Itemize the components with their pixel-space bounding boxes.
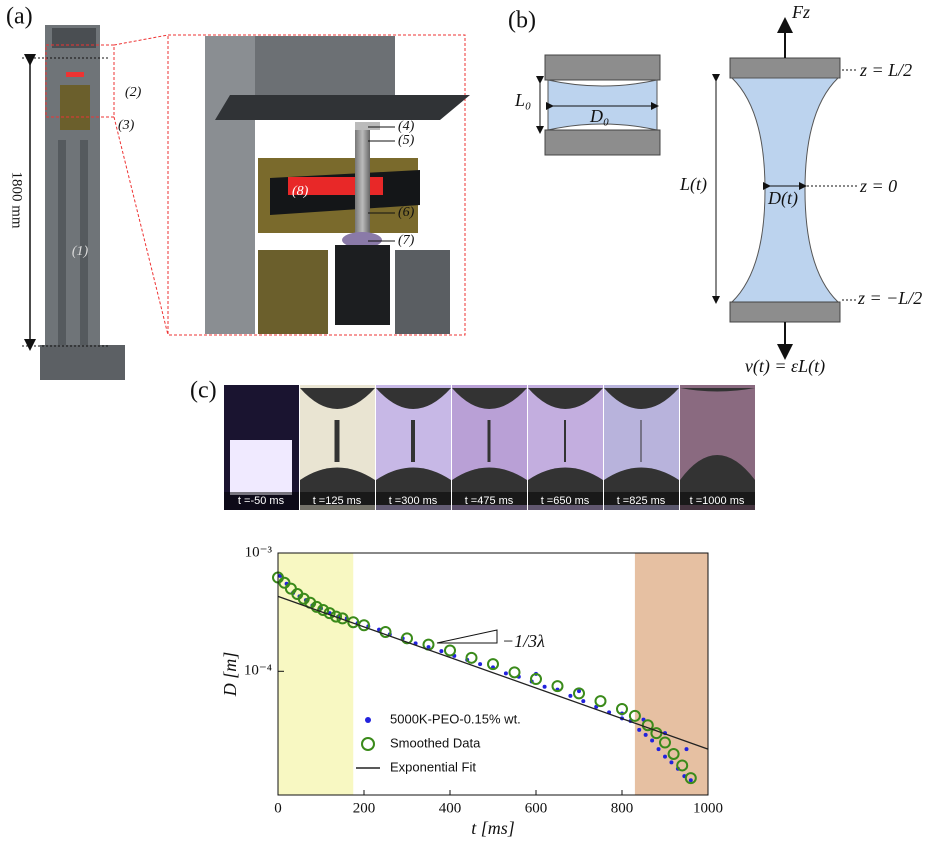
smoothed-point (467, 653, 477, 663)
data-point (657, 747, 661, 751)
data-point (669, 760, 673, 764)
x-tick-label: 1000 (693, 800, 723, 816)
laser (66, 72, 84, 77)
frame-caption: t =1000 ms (690, 495, 745, 507)
data-point (644, 733, 648, 737)
x-tick-label: 0 (274, 800, 282, 816)
velocity-label: v(t) = ε̇L(t) (745, 356, 825, 377)
frame-caption: t =475 ms (465, 495, 514, 507)
smoothed-point (596, 696, 606, 706)
data-point (650, 738, 654, 742)
part-label: (4) (398, 119, 415, 134)
data-point (568, 694, 572, 698)
panel-a: (a) 1800 mm (1) (2) (3) (6, 4, 470, 381)
smoothed-point (445, 645, 455, 655)
slope-triangle (437, 630, 497, 643)
plate (730, 302, 840, 322)
z-label: z = −L/2 (857, 288, 922, 308)
data-point (577, 689, 581, 693)
dim-label: L₀ (514, 90, 531, 110)
part-label: (7) (398, 233, 415, 248)
part-label: (3) (118, 118, 135, 133)
data-point (504, 671, 508, 675)
legend-swatch (362, 738, 374, 750)
part-label: (6) (398, 205, 415, 220)
z-label: z = 0 (859, 176, 897, 196)
frame-glow (230, 440, 292, 495)
data-point (439, 649, 443, 653)
data-point (637, 728, 641, 732)
data-point (543, 685, 547, 689)
data-point (685, 747, 689, 751)
legend-label: Smoothed Data (390, 735, 481, 750)
y-tick-label: 10⁻³ (245, 544, 273, 560)
y-axis-label: D [m] (220, 652, 240, 698)
part-label: (2) (125, 85, 142, 100)
dim-label: D₀ (589, 106, 609, 126)
data-point (663, 755, 667, 759)
panel-label: (c) (190, 378, 217, 404)
chart: 0 200 400 600 800 1000 10⁻⁴ 10⁻³ t [ms] D [m] −1/3… (220, 544, 723, 838)
panel-label: (a) (6, 4, 33, 30)
height-label: 1800 mm (9, 171, 25, 228)
y-tick-label: 10⁻⁴ (244, 663, 272, 679)
data-point (689, 778, 693, 782)
plate (730, 58, 840, 78)
part-label: (8) (292, 184, 309, 199)
frame-caption: t =300 ms (389, 495, 438, 507)
x-tick-label: 600 (525, 800, 548, 816)
legend-swatch (365, 717, 371, 723)
panel-c-frames: (c) t =-50 ms t =125 ms t =300 ms t =475 ms… (190, 378, 755, 511)
data-point (581, 699, 585, 703)
x-tick-label: 800 (611, 800, 634, 816)
smoothed-point (510, 667, 520, 677)
panel-label: (b) (508, 8, 536, 34)
zoom-line (114, 35, 168, 45)
x-axis-label: t [ms] (471, 818, 515, 838)
shaded-region (278, 553, 353, 795)
length-label: L(t) (679, 174, 707, 195)
x-tick-label: 200 (353, 800, 376, 816)
plate (545, 55, 660, 80)
figure: (a) 1800 mm (1) (2) (3) (0, 0, 927, 842)
legend-label: 5000K-PEO-0.15% wt. (390, 711, 521, 726)
legend-label: Exponential Fit (390, 759, 476, 774)
slope-label: −1/3λ (502, 631, 545, 651)
frame-caption: t =125 ms (313, 495, 362, 507)
panel-b: (b) L₀ D₀ Fz z = L/2 z = 0 z = −L/2 L(t)… (508, 2, 922, 377)
x-tick-label: 400 (439, 800, 462, 816)
zoom-line (114, 117, 168, 335)
part-label: (1) (72, 244, 89, 259)
rail (58, 140, 66, 345)
zoom-view (168, 35, 470, 335)
force-label: Fz (791, 2, 810, 22)
rail (80, 140, 88, 345)
stage (60, 85, 90, 130)
part-label: (5) (398, 133, 415, 148)
diameter-label: D(t) (767, 188, 798, 209)
z-label: z = L/2 (859, 60, 912, 80)
plate (545, 130, 660, 155)
tower-base (40, 345, 125, 380)
data-point (478, 662, 482, 666)
frame-caption: t =-50 ms (238, 495, 285, 507)
frame-caption: t =825 ms (617, 495, 666, 507)
frame-caption: t =650 ms (541, 495, 590, 507)
